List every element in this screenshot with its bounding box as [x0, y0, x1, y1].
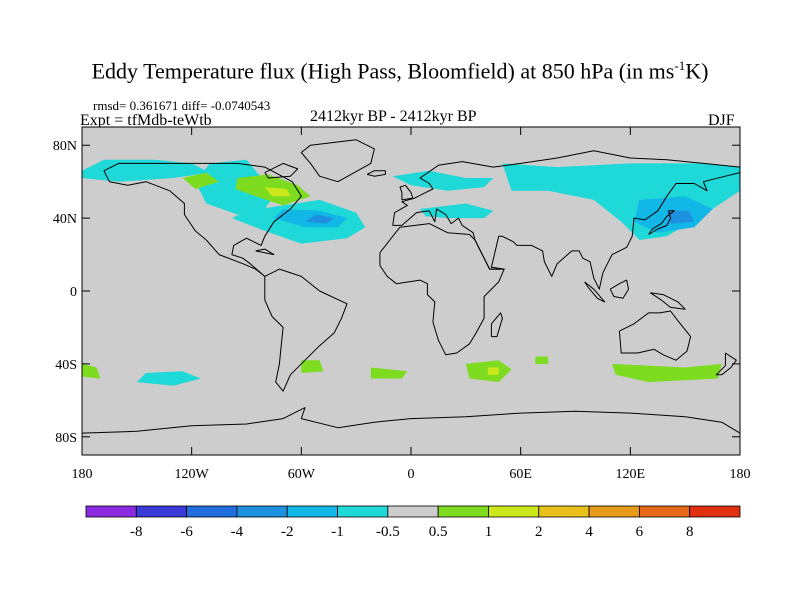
- x-tick-label: 120W: [175, 467, 210, 482]
- region-south-pacific-cyan: [136, 371, 201, 386]
- coastline-new-guinea: [650, 292, 686, 310]
- colorbar: -8 -6 -4 -2 -1 -0.5 0.5 1 2 4 6 8: [85, 505, 741, 540]
- colorbar-swatch: [286, 505, 338, 518]
- x-tick-label: 180: [730, 467, 751, 482]
- region-canada-green-west: [182, 172, 220, 189]
- colorbar-label: -4: [231, 524, 244, 540]
- colorbar-label: -8: [130, 524, 143, 540]
- coastline-greenland: [300, 139, 375, 183]
- region-europe-cyan: [392, 170, 494, 191]
- coastline-new-zealand: [715, 352, 737, 376]
- title-superscript: -1: [674, 58, 686, 73]
- y-tick-label: 80S: [55, 431, 77, 446]
- coastline-japan: [648, 210, 675, 235]
- colorbar-swatch: [85, 505, 137, 518]
- colorbar-label: -1: [331, 524, 344, 540]
- colorbar-swatch: [538, 505, 590, 518]
- colorbar-swatch: [437, 505, 489, 518]
- colorbar-swatch: [236, 505, 288, 518]
- colorbar-label: -2: [281, 524, 294, 540]
- coastline-iceland: [366, 170, 386, 177]
- coastline-south-america: [264, 268, 348, 392]
- colorbar-swatch: [588, 505, 640, 518]
- season-label: DJF: [708, 112, 735, 129]
- colorbar-swatch: [337, 505, 389, 518]
- colorbar-swatch: [689, 505, 741, 518]
- y-tick-label: 0: [70, 285, 77, 300]
- coastline-africa: [379, 223, 505, 356]
- colorbar-label: 0.5: [429, 524, 448, 540]
- region-atlantic-deep-core: [305, 214, 335, 224]
- x-tick-label: 0: [408, 467, 415, 482]
- coastline-cuba: [255, 248, 275, 256]
- y-tick-label: 40S: [55, 358, 77, 373]
- region-north-america-cyan: [195, 159, 274, 215]
- region-south-pacific-green: [301, 360, 324, 373]
- coastline-antarctica: [82, 407, 740, 434]
- colorbar-label: 1: [485, 524, 493, 540]
- region-hudson-core: [264, 187, 291, 197]
- colorbar-swatch: [387, 505, 439, 518]
- region-east-asia-deep-core: [666, 210, 695, 224]
- region-mediterranean-cyan: [420, 203, 494, 219]
- coastline-madagascar: [490, 312, 503, 338]
- coastline-uk: [399, 184, 414, 201]
- coastline-australia: [618, 310, 692, 361]
- colorbar-swatch: [186, 505, 238, 518]
- y-tick-label: 80N: [53, 139, 77, 154]
- coastline-sumatra: [584, 281, 606, 303]
- stats-label: rmsd= 0.361671 diff= -0.0740543: [93, 98, 271, 113]
- region-south-indian-core: [487, 367, 499, 375]
- period-label: 2412kyr BP - 2412kyr BP: [310, 108, 477, 125]
- region-south-atlantic-green: [370, 367, 408, 379]
- coastline-borneo: [609, 279, 629, 299]
- colorbar-label: -0.5: [376, 524, 400, 540]
- coastlines: [82, 139, 740, 434]
- contour-regions: [82, 159, 740, 386]
- coastline-north-america: [103, 162, 302, 277]
- region-australia-green: [612, 363, 722, 383]
- colorbar-label: 8: [686, 524, 694, 540]
- colorbar-swatch: [488, 505, 540, 518]
- region-indian-green-small: [535, 356, 549, 364]
- colorbar-label: 6: [636, 524, 644, 540]
- x-tick-label: 120E: [616, 467, 646, 482]
- colorbar-label: -6: [180, 524, 193, 540]
- region-south-pacific-green-west: [82, 363, 101, 379]
- y-tick-label: 40N: [53, 212, 77, 227]
- colorbar-swatch: [135, 505, 188, 518]
- y-axis: 80N 40N 0 40S 80S: [53, 139, 740, 446]
- colorbar-label: 2: [535, 524, 543, 540]
- coastline-baffin: [264, 162, 299, 179]
- x-tick-label: 60W: [288, 467, 316, 482]
- x-tick-label: 60E: [509, 467, 532, 482]
- experiment-label: Expt = tfMdb-teWtb: [80, 112, 212, 129]
- x-tick-label: 180: [72, 467, 93, 482]
- chart-title: Eddy Temperature flux (High Pass, Bloomf…: [0, 58, 800, 84]
- colorbar-label: 4: [585, 524, 593, 540]
- title-end: K): [685, 58, 709, 84]
- colorbar-swatch: [638, 505, 691, 518]
- x-axis: 180 120W 60W 0 60E 120E 180: [72, 127, 751, 482]
- region-atlantic-core: [273, 209, 347, 228]
- title-main: Eddy Temperature flux (High Pass, Bloomf…: [91, 58, 675, 84]
- coastline-eurasia: [392, 150, 740, 290]
